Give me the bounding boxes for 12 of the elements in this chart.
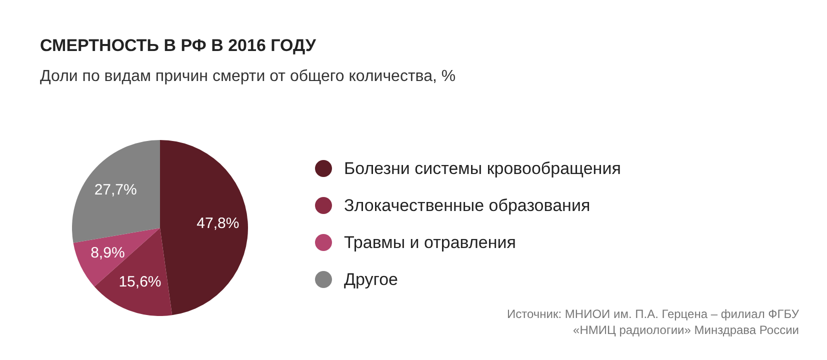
data-label: 8,9%	[90, 244, 125, 262]
text: «НМИЦ радиологии» Минздрава России	[572, 322, 799, 338]
chart-title: СМЕРТНОСТЬ В РФ В 2016 ГОДУ	[40, 36, 316, 56]
text: Источник: МНИОИ им. П.А. Герцена – филиал ФГБУ	[507, 306, 799, 322]
legend-label: Другое	[344, 270, 398, 290]
legend-label: Злокачественные образования	[344, 196, 590, 216]
data-label: 27,7%	[94, 182, 137, 199]
data-label: 47,8%	[196, 215, 240, 232]
legend-label: Болезни системы кровообращения	[344, 158, 621, 178]
chart-subtitle: Доли по видам причин смерти от общего количества, %	[40, 68, 456, 86]
data-label: 15,6%	[118, 274, 162, 291]
legend-label: Травмы и отравления	[344, 232, 516, 252]
